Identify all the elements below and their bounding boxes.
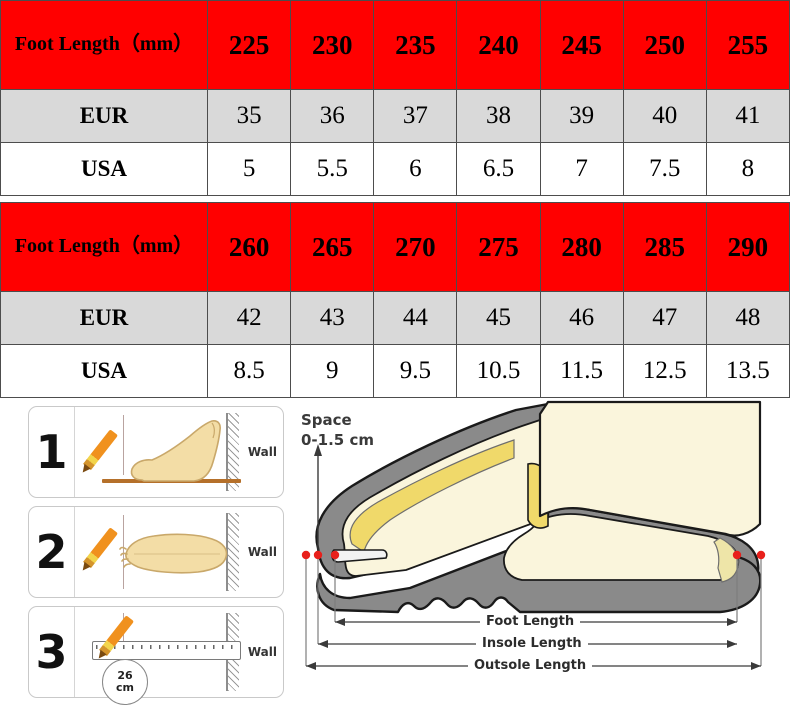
table-cell: 38: [456, 89, 541, 143]
insole-length-label: Insole Length: [476, 636, 588, 651]
wall-label: Wall: [247, 545, 277, 559]
table-cell: 11.5: [539, 344, 624, 398]
header-size-cell: 245: [539, 0, 624, 90]
table-cell: 12.5: [622, 344, 707, 398]
step-number: 1: [29, 407, 75, 497]
size-table-2: Foot Length（mm） 260 265 270 275 280 285 …: [0, 202, 790, 398]
marking-line: [123, 515, 124, 589]
step-panel-3: 3 26 cm Wall: [28, 606, 284, 705]
header-size-cell: 240: [456, 0, 541, 90]
table-cell: 6: [373, 142, 458, 196]
table-cell: 6.5: [456, 142, 541, 196]
header-size-cell: 235: [373, 0, 458, 90]
table-cell: 10.5: [456, 344, 541, 398]
space-label: Space 0-1.5 cm: [301, 411, 374, 450]
table-row-usa: USA 5 5.5 6 6.5 7 7.5 8: [0, 142, 790, 196]
table-row-usa: USA 8.5 9 9.5 10.5 11.5 12.5 13.5: [0, 344, 790, 398]
table-cell: 35: [206, 89, 292, 143]
ruler-unit: cm: [116, 681, 134, 694]
table-cell: 5.5: [290, 142, 375, 196]
table-cell: 47: [622, 291, 707, 345]
step-number: 2: [29, 507, 75, 597]
header-size-cell: 225: [206, 0, 292, 90]
table-cell: 13.5: [705, 344, 790, 398]
header-size-cell: 280: [539, 202, 624, 292]
wall-label: Wall: [247, 645, 277, 659]
space-arrow-icon: [314, 444, 322, 556]
marking-line: [123, 415, 124, 475]
measurement-steps: 1 Wall 2: [28, 406, 286, 706]
table-cell: 41: [705, 89, 790, 143]
ruler-icon: [92, 641, 241, 660]
table-cell: 7: [539, 142, 624, 196]
measurement-markers: [301, 550, 766, 560]
measurement-readout: 26 cm: [102, 659, 148, 705]
table-divider: [0, 196, 790, 202]
table-header-row: Foot Length（mm） 260 265 270 275 280 285 …: [0, 202, 790, 292]
table-cell: 9: [290, 344, 375, 398]
table-cell: 36: [290, 89, 375, 143]
step-number: 3: [29, 607, 75, 697]
row-label-eur: EUR: [0, 89, 208, 143]
size-table-1: Foot Length（mm） 225 230 235 240 245 250 …: [0, 0, 790, 196]
outsole-length-label: Outsole Length: [468, 658, 593, 673]
header-size-cell: 265: [290, 202, 375, 292]
table-cell: 9.5: [373, 344, 458, 398]
row-label-eur: EUR: [0, 291, 208, 345]
header-size-cell: 285: [622, 202, 707, 292]
row-label-usa: USA: [0, 142, 208, 196]
size-chart-tables: Foot Length（mm） 225 230 235 240 245 250 …: [0, 0, 790, 398]
ruler-value: 26: [117, 669, 133, 683]
step-3-illustration: 26 cm Wall: [76, 607, 283, 705]
measurement-guide-lines: [305, 556, 762, 666]
shoe-cross-section-diagram: Space 0-1.5 cm Foot Length Insole Length…: [290, 398, 790, 716]
header-size-cell: 255: [705, 0, 790, 90]
step-2-illustration: Wall: [76, 507, 283, 597]
dimension-labels: Foot Length Insole Length Outsole Length: [290, 398, 790, 716]
table-cell: 8.5: [206, 344, 292, 398]
table-cell: 5: [206, 142, 292, 196]
header-size-cell: 290: [705, 202, 790, 292]
wall-label: Wall: [247, 445, 277, 459]
table-cell: 39: [539, 89, 624, 143]
table-cell: 42: [206, 291, 292, 345]
table-cell: 37: [373, 89, 458, 143]
foot-length-label: Foot Length: [480, 614, 581, 629]
ruler-ticks: [96, 645, 237, 649]
header-foot-length-label: Foot Length（mm）: [0, 202, 208, 292]
measurement-graphics: 1 Wall 2: [0, 398, 790, 716]
table-cell: 46: [539, 291, 624, 345]
shoe-illustration-icon: [301, 400, 766, 670]
step-panel-1: 1 Wall: [28, 406, 284, 498]
table-cell: 48: [705, 291, 790, 345]
header-size-cell: 270: [373, 202, 458, 292]
table-row-eur: EUR 35 36 37 38 39 40 41: [0, 89, 790, 143]
header-size-cell: 230: [290, 0, 375, 90]
table-cell: 40: [622, 89, 707, 143]
row-label-usa: USA: [0, 344, 208, 398]
table-cell: 44: [373, 291, 458, 345]
header-size-cell: 275: [456, 202, 541, 292]
foot-top-view-icon: [119, 533, 228, 574]
table-cell: 43: [290, 291, 375, 345]
step-1-illustration: Wall: [76, 407, 283, 497]
table-header-row: Foot Length（mm） 225 230 235 240 245 250 …: [0, 0, 790, 90]
wall-hatch-icon: [226, 413, 239, 491]
header-size-cell: 250: [622, 0, 707, 90]
header-foot-length-label: Foot Length（mm）: [0, 0, 208, 90]
table-cell: 7.5: [622, 142, 707, 196]
table-cell: 45: [456, 291, 541, 345]
header-size-cell: 260: [206, 202, 292, 292]
table-cell: 8: [705, 142, 790, 196]
table-row-eur: EUR 42 43 44 45 46 47 48: [0, 291, 790, 345]
foot-side-view-icon: [130, 420, 221, 482]
step-panel-2: 2 Wall: [28, 506, 284, 598]
